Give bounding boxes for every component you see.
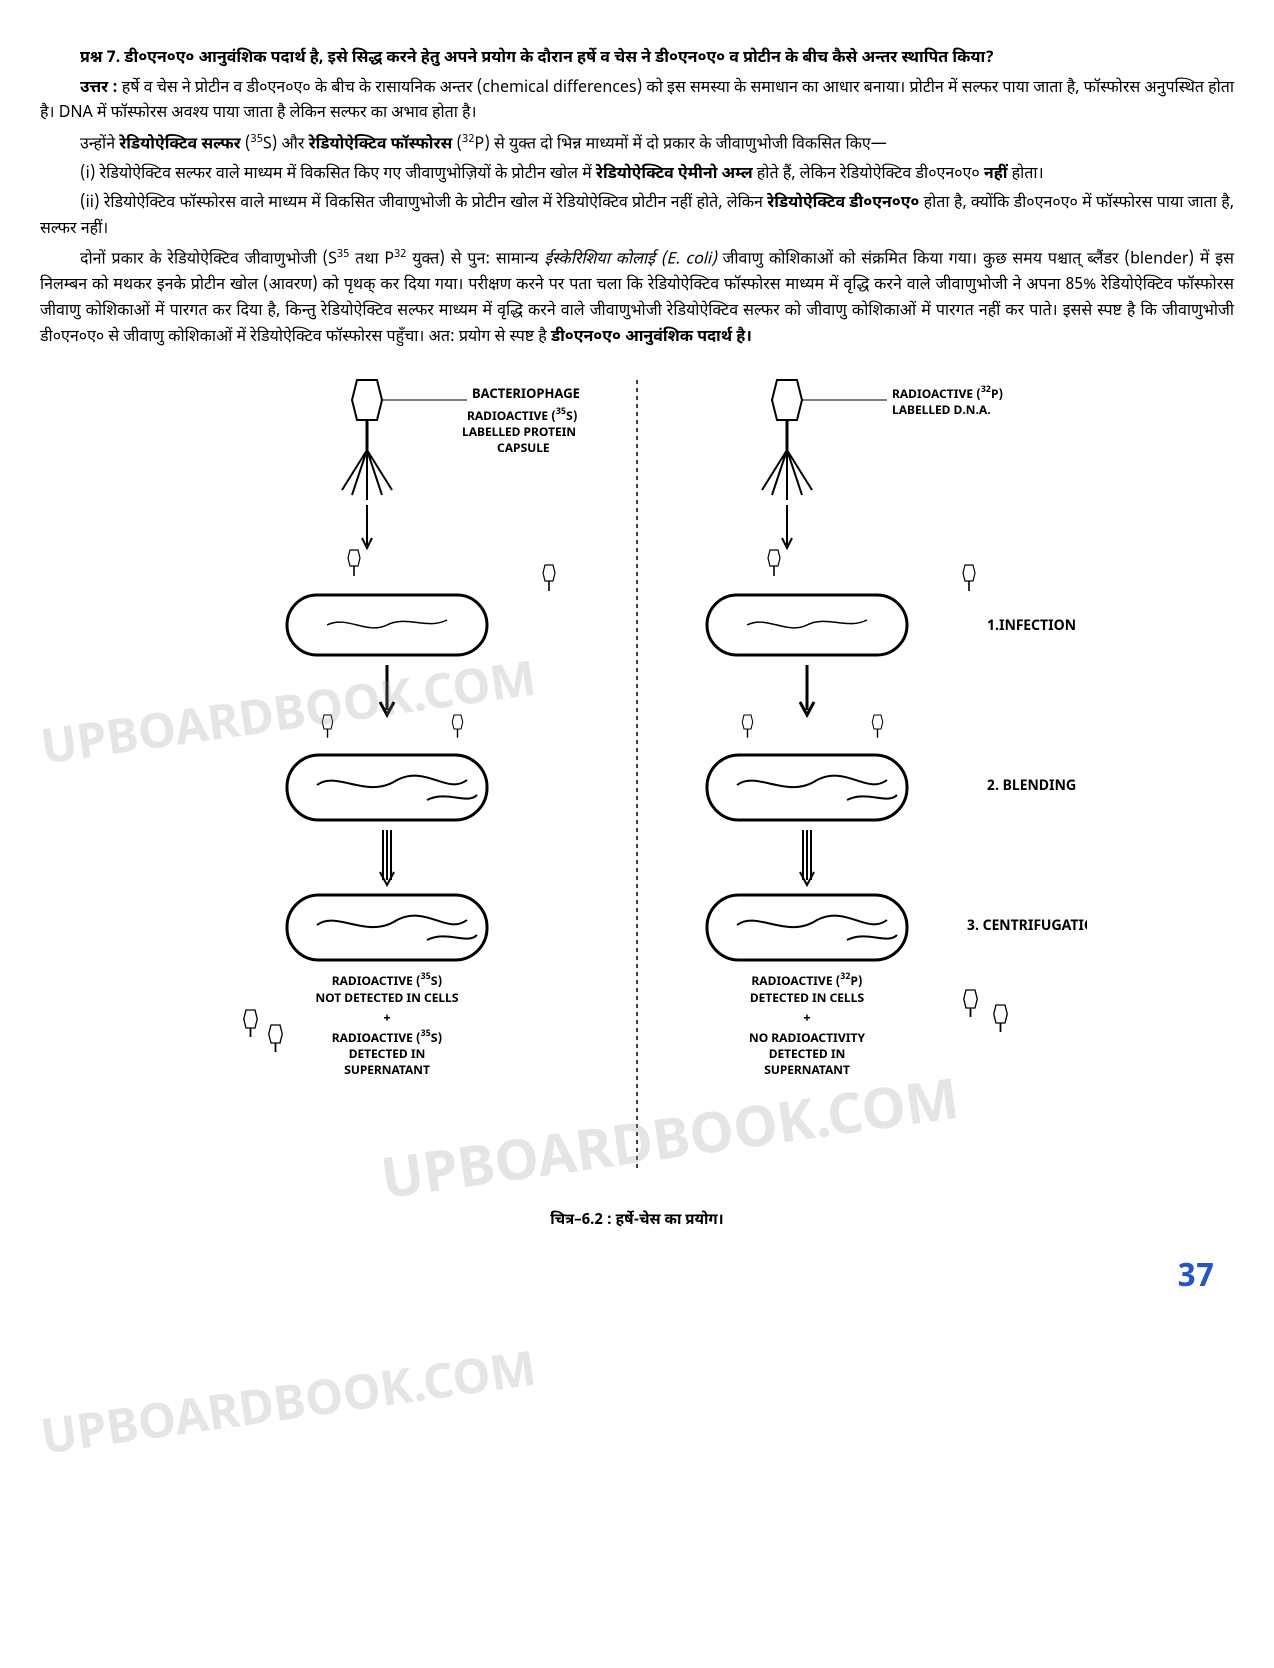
answer-para-5: दोनों प्रकार के रेडियोऐक्टिव जीवाणुभोजी … [40, 246, 1234, 350]
svg-text:RADIOACTIVE (35S): RADIOACTIVE (35S) [332, 1028, 443, 1047]
svg-text:NO RADIOACTIVITY: NO RADIOACTIVITY [749, 1031, 865, 1047]
answer-para-3: (i) रेडियोऐक्टिव सल्फर वाले माध्यम में व… [40, 162, 1234, 188]
step3-label: 3. CENTRIFUGATION [967, 917, 1087, 936]
figure-caption: चित्र–6.2 : हर्षे-चेस का प्रयोग। [40, 1210, 1234, 1234]
svg-text:SUPERNATANT: SUPERNATANT [764, 1063, 850, 1079]
svg-text:DETECTED IN: DETECTED IN [349, 1047, 426, 1063]
svg-text:RADIOACTIVE (32P): RADIOACTIVE (32P) [751, 971, 862, 990]
svg-text:LABELLED D.N.A.: LABELLED D.N.A. [892, 403, 991, 419]
svg-text:DETECTED IN: DETECTED IN [769, 1047, 846, 1063]
svg-text:DETECTED IN CELLS: DETECTED IN CELLS [750, 991, 864, 1007]
hershey-chase-diagram: BACTERIOPHAGE RADIOACTIVE (35S) LABELLED… [187, 370, 1087, 1200]
answer-para-4: (ii) रेडियोऐक्टिव फॉस्फोरस वाले माध्यम म… [40, 191, 1234, 242]
answer-para-2: उन्होंने रेडियोऐक्टिव सल्फर (35S) और रेड… [40, 131, 1234, 158]
step2-label: 2. BLENDING [987, 777, 1076, 796]
svg-text:LABELLED PROTEIN: LABELLED PROTEIN [462, 425, 576, 441]
svg-text:NOT DETECTED IN CELLS: NOT DETECTED IN CELLS [315, 991, 458, 1007]
svg-text:RADIOACTIVE (35S): RADIOACTIVE (35S) [332, 971, 443, 990]
svg-text:RADIOACTIVE (32P): RADIOACTIVE (32P) [892, 384, 1003, 403]
bacteriophage-label: BACTERIOPHAGE [472, 387, 580, 404]
svg-text:RADIOACTIVE (35S): RADIOACTIVE (35S) [467, 406, 578, 425]
svg-text:+: + [803, 1011, 810, 1028]
svg-text:CAPSULE: CAPSULE [497, 441, 550, 457]
diagram-svg: BACTERIOPHAGE RADIOACTIVE (35S) LABELLED… [187, 370, 1087, 1190]
watermark: UPBOARDBOOK.COM [37, 1336, 541, 1481]
question-text: प्रश्न 7. डी०एन०ए० आनुवंशिक पदार्थ है, इ… [40, 46, 1234, 72]
svg-text:SUPERNATANT: SUPERNATANT [344, 1063, 430, 1079]
page-number: 37 [40, 1254, 1234, 1305]
step1-label: 1.INFECTION [987, 617, 1076, 636]
answer-para-1: उत्तर : हर्षे व चेस ने प्रोटीन व डी०एन०ए… [40, 76, 1234, 127]
svg-text:+: + [383, 1011, 390, 1028]
